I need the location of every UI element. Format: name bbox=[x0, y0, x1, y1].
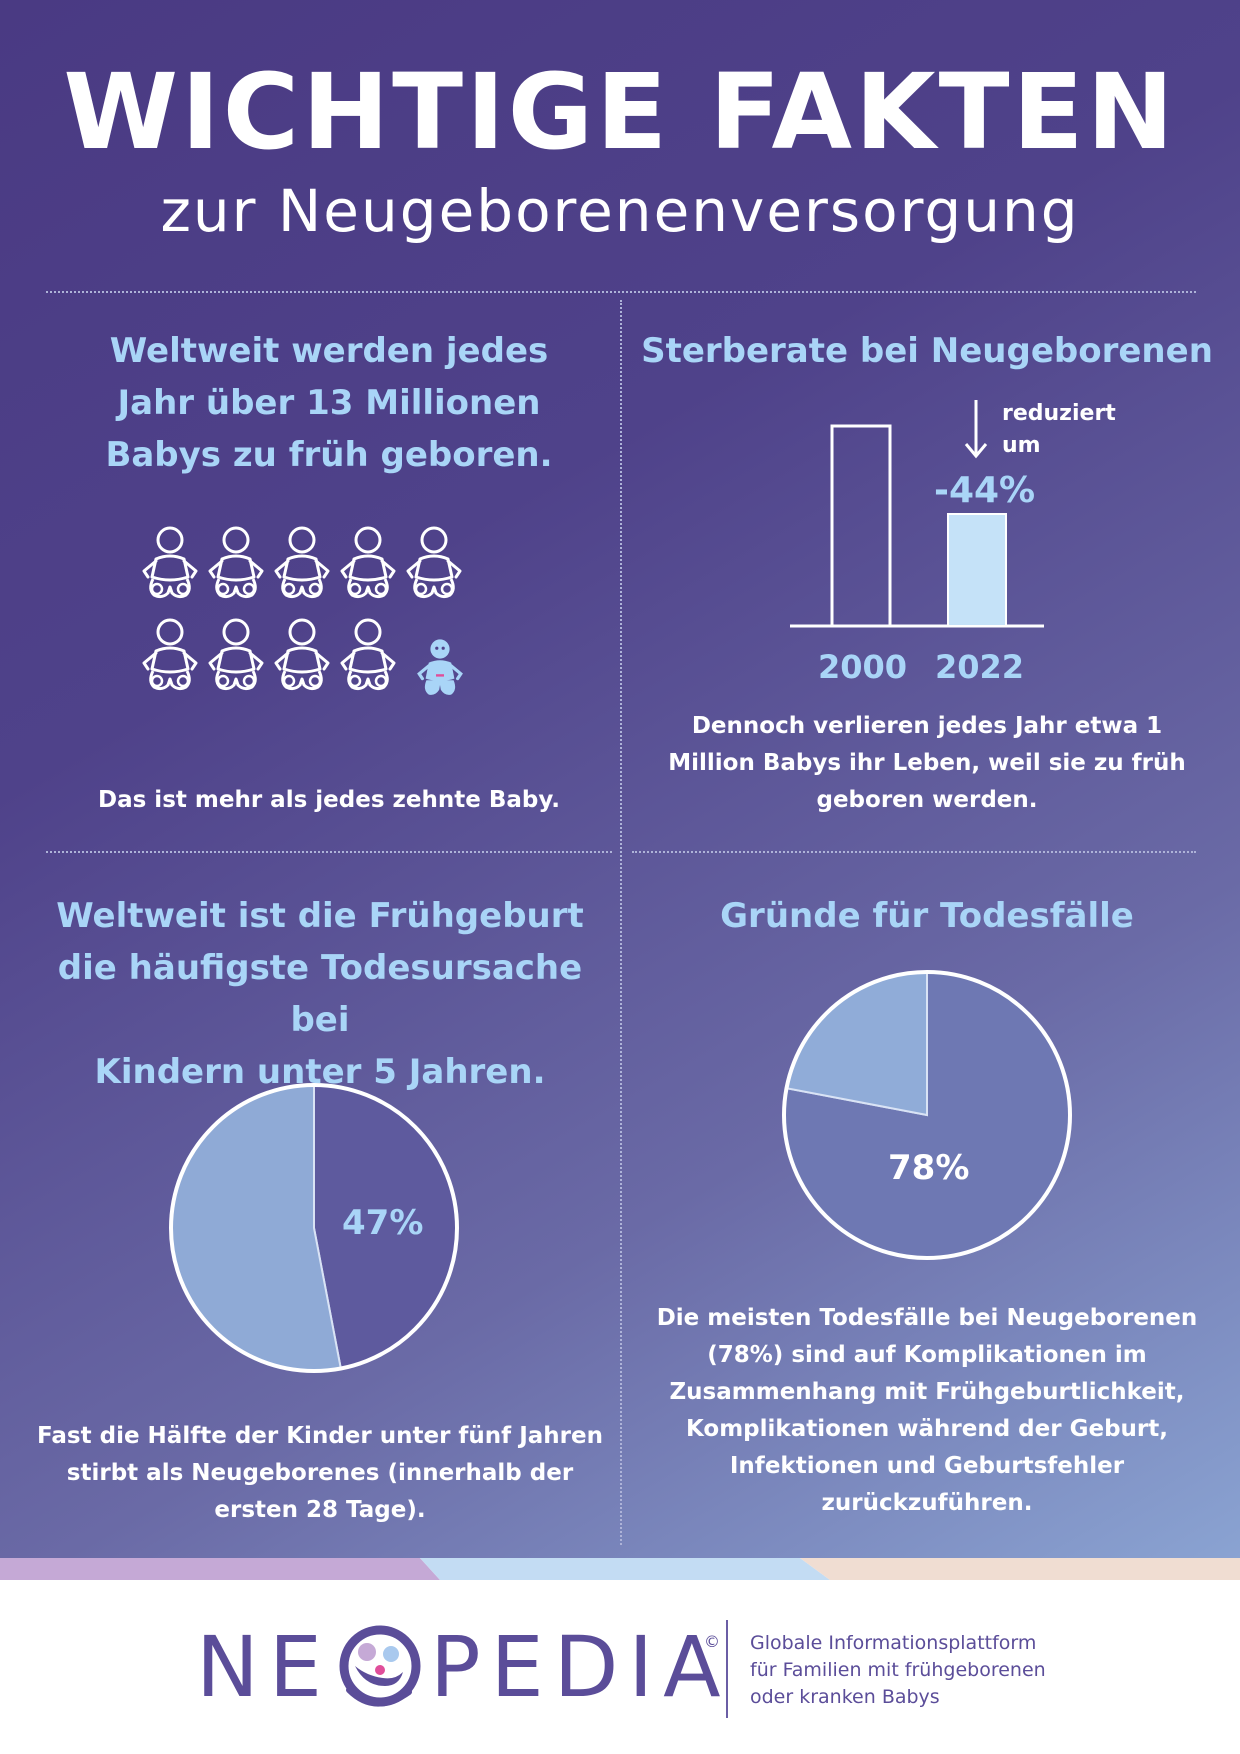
baby-icon bbox=[406, 526, 462, 599]
q2-headline: Sterberate bei Neugeborenen bbox=[641, 331, 1213, 371]
reduction-value: -44% bbox=[934, 470, 1036, 511]
premature-baby-icon bbox=[417, 639, 463, 695]
pie-chart-under-five bbox=[169, 1083, 459, 1373]
pie-chart-causes bbox=[782, 970, 1072, 1260]
divider-top bbox=[46, 291, 1196, 293]
baby-icon bbox=[340, 526, 396, 599]
baby-icon bbox=[208, 526, 264, 599]
mortality-bar-chart bbox=[790, 424, 1044, 628]
q3-headline: Weltweit ist die Frühgeburt die häufigst… bbox=[30, 890, 610, 1098]
q3-body: Fast die Hälfte der Kinder unter fünf Ja… bbox=[30, 1418, 610, 1529]
q4-headline: Gründe für Todesfälle bbox=[720, 896, 1134, 936]
reduction-label: reduziert um bbox=[1002, 398, 1116, 462]
bar-2022 bbox=[947, 513, 1007, 627]
baby-icon bbox=[340, 618, 396, 691]
q4-body-line: Infektionen und Geburtsfehler bbox=[729, 1453, 1125, 1479]
divider-vertical bbox=[620, 300, 622, 1545]
baby-icon bbox=[142, 618, 198, 691]
footer bbox=[0, 1580, 1240, 1754]
divider-middle-left bbox=[46, 851, 612, 853]
q3-headline-line: die häufigste Todesursache bei bbox=[57, 948, 583, 1040]
q2-body-line: Dennoch verlieren jedes Jahr etwa 1 bbox=[691, 713, 1163, 739]
footer-color-bands bbox=[0, 1558, 1240, 1580]
pie-label-47: 47% bbox=[342, 1203, 424, 1243]
q4-body-line: Komplikationen während der Geburt, bbox=[685, 1416, 1168, 1442]
q2-body: Dennoch verlieren jedes Jahr etwa 1 Mill… bbox=[632, 708, 1222, 819]
q1-headline-line: Jahr über 13 Millionen bbox=[117, 383, 541, 423]
q1-note: Das ist mehr als jedes zehnte Baby. bbox=[98, 787, 560, 813]
footer-divider bbox=[726, 1620, 728, 1718]
baby-icon bbox=[142, 526, 198, 599]
q4-body-line: zurückzuführen. bbox=[821, 1490, 1033, 1516]
q4-body: Die meisten Todesfälle bei Neugeborenen … bbox=[632, 1300, 1222, 1522]
pie-outline bbox=[169, 1083, 459, 1373]
reduction-label-line: reduziert bbox=[1002, 401, 1116, 426]
tagline-line: oder kranken Babys bbox=[750, 1686, 940, 1708]
copyright-mark: © bbox=[704, 1632, 720, 1651]
q3-body-line: Fast die Hälfte der Kinder unter fünf Ja… bbox=[37, 1423, 603, 1449]
reduction-label-line: um bbox=[1002, 433, 1041, 458]
pie-outline bbox=[782, 970, 1072, 1260]
divider-middle-right bbox=[632, 851, 1196, 853]
bar-label-2022: 2022 bbox=[935, 648, 1025, 686]
q1-headline-line: Babys zu früh geboren. bbox=[105, 435, 553, 475]
q1-headline-line: Weltweit werden jedes bbox=[109, 331, 549, 371]
infographic-poster: WICHTIGE FAKTEN zur Neugeborenenversorgu… bbox=[0, 0, 1240, 1558]
bar-label-2000: 2000 bbox=[818, 648, 908, 686]
q3-headline-line: Weltweit ist die Frühgeburt bbox=[56, 896, 584, 936]
q1-headline: Weltweit werden jedes Jahr über 13 Milli… bbox=[46, 325, 612, 481]
pie-label-78: 78% bbox=[888, 1148, 970, 1188]
q4-body-line: (78%) sind auf Komplikationen im bbox=[707, 1342, 1147, 1368]
q4-body-line: Die meisten Todesfälle bei Neugeborenen bbox=[656, 1305, 1198, 1331]
baby-icons bbox=[142, 526, 463, 695]
tagline-line: für Familien mit frühgeborenen bbox=[750, 1659, 1046, 1681]
baby-icon bbox=[208, 618, 264, 691]
q2-body-line: geboren werden. bbox=[816, 787, 1038, 813]
down-arrow-icon bbox=[964, 400, 988, 459]
q4-body-line: Zusammenhang mit Frühgeburtlichkeit, bbox=[669, 1379, 1185, 1405]
q2-body-line: Million Babys ihr Leben, weil sie zu frü… bbox=[668, 750, 1186, 776]
q3-body-line: ersten 28 Tage). bbox=[214, 1497, 426, 1523]
logo-text-left: NE bbox=[196, 1618, 332, 1716]
bar-2000 bbox=[830, 424, 892, 628]
logo-family-icon bbox=[339, 1625, 421, 1707]
page-title: WICHTIGE FAKTEN bbox=[63, 51, 1177, 173]
tagline-line: Globale Informationsplattform bbox=[750, 1632, 1037, 1654]
tagline: Globale Informationsplattform für Famili… bbox=[750, 1630, 1046, 1711]
q3-body-line: stirbt als Neugeborenes (innerhalb der bbox=[66, 1460, 574, 1486]
baby-icon bbox=[274, 618, 330, 691]
logo-text-right: PEDIA bbox=[430, 1618, 731, 1716]
baby-icon bbox=[274, 526, 330, 599]
page-subtitle: zur Neugeborenenversorgung bbox=[160, 177, 1080, 245]
